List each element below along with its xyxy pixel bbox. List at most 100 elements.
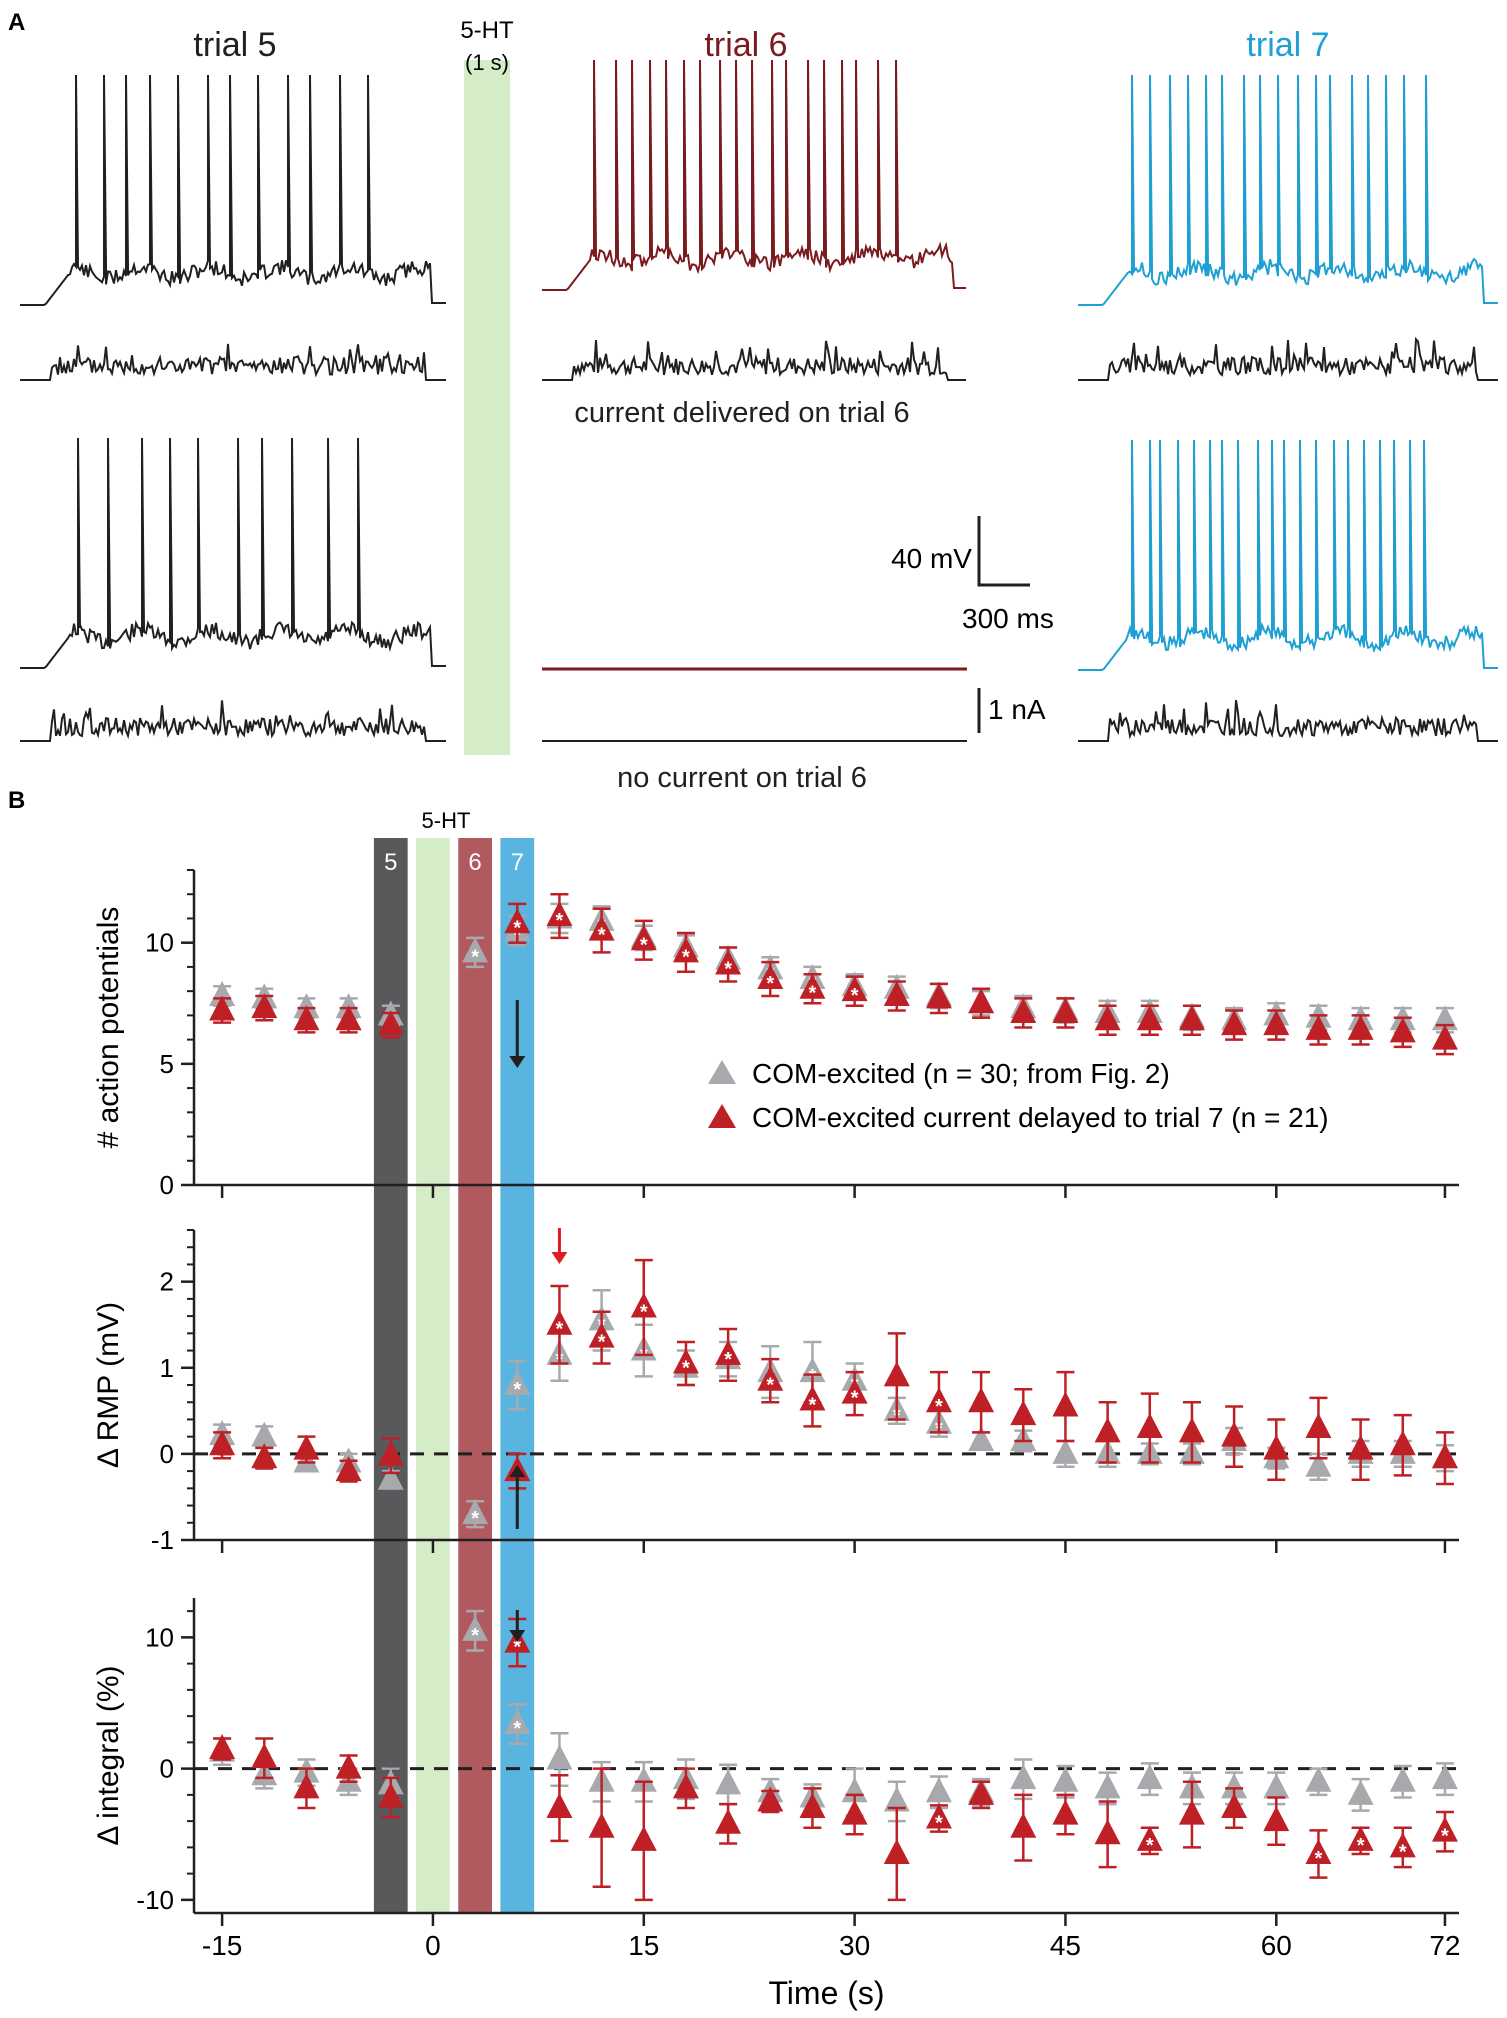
data-point: [1178, 1417, 1205, 1443]
data-point: [757, 1365, 784, 1391]
significance-star: *: [598, 1332, 606, 1354]
data-point: [1263, 1806, 1290, 1832]
data-point: [883, 981, 910, 1006]
data-point: [925, 983, 952, 1009]
trace-trial5-current-bottom: [20, 700, 446, 742]
data-point: [1263, 1773, 1290, 1799]
trace-trial6-voltage-top: [542, 59, 966, 291]
data-point: [1305, 1766, 1332, 1792]
data-point: [1389, 1430, 1416, 1456]
data-point: [1010, 1400, 1037, 1426]
data-point: [672, 1773, 699, 1799]
data-point: [1052, 1438, 1079, 1464]
trace-trial7-current-top: [1078, 336, 1498, 381]
y-tick-label: 5: [160, 1049, 174, 1079]
data-point: [715, 1808, 742, 1834]
data-point: [630, 1825, 657, 1851]
significance-star: *: [851, 985, 859, 1007]
caption-no-current: no current on trial 6: [617, 762, 867, 794]
voltage-traces: [20, 59, 1498, 742]
data-point: [841, 976, 868, 1002]
trial6-title: trial 6: [704, 26, 787, 64]
data-point: [968, 1425, 995, 1451]
annotation-arrows: [509, 1000, 568, 1642]
data-point: [630, 1766, 657, 1792]
data-point: [588, 1812, 615, 1838]
significance-star: *: [471, 1625, 479, 1647]
trial-7-bar-label: 7: [511, 849, 524, 876]
arrow-rmp-head: [509, 1465, 526, 1477]
data-point: [546, 1793, 573, 1818]
significance-star: *: [682, 946, 690, 968]
scale-current-label: 1 nA: [988, 694, 1046, 725]
y-axis-label-rmp: Δ RMP (mV): [92, 1302, 125, 1468]
data-point: [1305, 1838, 1332, 1864]
data-point: [1431, 1443, 1458, 1469]
significance-star: *: [513, 1637, 521, 1659]
drug-bar: [416, 838, 450, 1913]
data-point: [588, 1322, 615, 1348]
data-point: [546, 1744, 573, 1770]
x-tick-labels: -15 0 15 30 45 60 72 Time (s): [202, 1930, 1461, 2011]
data-point: [1136, 1005, 1163, 1031]
data-point: [1010, 1764, 1037, 1790]
data-point: [1094, 1005, 1121, 1031]
data-point: [883, 1838, 910, 1864]
significance-star: *: [724, 959, 732, 981]
trial7-title: trial 7: [1246, 26, 1329, 64]
significance-star: *: [724, 1349, 732, 1371]
y-tick-label: 0: [160, 1754, 174, 1784]
x-tick-label: 15: [628, 1930, 659, 1961]
data-point: [209, 981, 236, 1006]
data-point: [209, 995, 236, 1021]
significance-star: *: [766, 973, 774, 995]
data-point: [841, 1378, 868, 1404]
legend-entry: COM-excited current delayed to trial 7 (…: [752, 1102, 1329, 1133]
data-point: [1221, 1010, 1248, 1036]
data-point: [1347, 1825, 1374, 1851]
data-point: [251, 1421, 278, 1447]
data-point: [1010, 997, 1037, 1023]
data-point: [209, 1733, 236, 1759]
data-point: [1305, 1413, 1332, 1439]
data-point: [799, 1385, 826, 1411]
data-point: [799, 1793, 826, 1818]
y-axis-label-action-potentials: # action potentials: [92, 907, 125, 1149]
trace-trial7-voltage-bottom: [1078, 439, 1498, 671]
drug-label: 5-HT: [460, 17, 514, 44]
significance-star: *: [556, 1319, 564, 1341]
trial-6-bar: [458, 838, 492, 1913]
significance-star: *: [1315, 1848, 1323, 1870]
data-point: [1389, 1017, 1416, 1043]
trace-trial6-current-top: [542, 340, 966, 381]
y-axis-label-integral: Δ integral (%): [92, 1665, 125, 1845]
data-point: [1305, 1014, 1332, 1040]
significance-star: *: [851, 1388, 859, 1410]
series-red-action-potentials: * * * * * * * * *: [209, 892, 1458, 1056]
scale-bar-voltage-time: [977, 516, 1030, 587]
data-point: [883, 1361, 910, 1387]
significance-star: *: [513, 917, 521, 939]
data-point: [1094, 1819, 1121, 1845]
legend-entry: COM-excited (n = 30; from Fig. 2): [752, 1058, 1170, 1089]
data-point: [504, 908, 531, 934]
data-point: [377, 1464, 404, 1490]
data-point: [546, 901, 573, 927]
y-tick-label: 0: [160, 1439, 174, 1469]
data-point: [377, 1782, 404, 1808]
data-point: [968, 1779, 995, 1805]
significance-star: *: [682, 1357, 690, 1379]
data-point: [1221, 1421, 1248, 1447]
data-point: [293, 1434, 320, 1460]
data-point: [883, 1786, 910, 1812]
x-tick-label: 0: [425, 1930, 441, 1961]
drug-duration: (1 s): [465, 50, 509, 75]
y-tick-label: 10: [145, 1622, 174, 1652]
data-point: [1347, 1434, 1374, 1460]
data-point: [335, 1753, 362, 1779]
data-point: [715, 1339, 742, 1365]
x-tick-label: 60: [1261, 1930, 1292, 1961]
trace-trial5-voltage-bottom: [20, 437, 446, 669]
data-point: [1431, 1816, 1458, 1842]
